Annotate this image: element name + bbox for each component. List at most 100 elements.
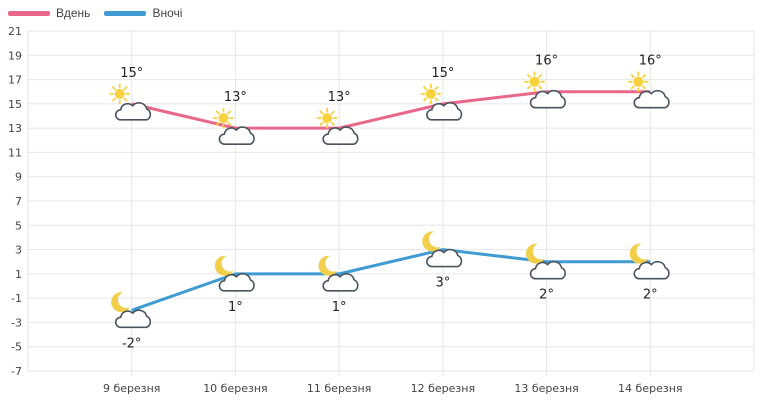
x-tick-label: 13 березня: [514, 382, 578, 395]
sun-disc: [529, 76, 540, 87]
cloud-icon: [114, 309, 152, 329]
legend-item-night[interactable]: Вночі: [104, 6, 182, 20]
sun-ray: [215, 121, 220, 126]
series-day: 15° 13° 13° 15° 16° 16°: [109, 54, 670, 145]
moon-icon: [318, 255, 338, 276]
data-point-day: 13°: [316, 90, 359, 145]
sun-ray: [423, 97, 428, 102]
legend-label-day: Вдень: [56, 6, 91, 20]
sun-icon: [524, 71, 545, 93]
y-tick-label: -1: [11, 292, 22, 305]
sun-ray: [538, 74, 543, 79]
y-tick-label: -7: [11, 365, 22, 378]
data-point-night: 2°: [525, 243, 566, 303]
y-tick-label: 13: [8, 122, 22, 135]
sun-icon: [316, 107, 338, 129]
cloud-icon: [322, 273, 359, 292]
moon-icon: [525, 243, 545, 264]
y-tick-label: 5: [15, 219, 22, 232]
y-tick-label: 17: [8, 74, 22, 87]
data-label-day: 15°: [431, 66, 454, 81]
data-label-night: 1°: [228, 300, 243, 315]
data-point-day: 13°: [213, 90, 255, 145]
data-point-night: 3°: [422, 231, 463, 291]
data-label-day: 13°: [328, 90, 351, 105]
sun-ray: [215, 110, 220, 115]
data-point-night: 1°: [214, 255, 255, 315]
cloud-icon: [529, 89, 566, 109]
cloud-icon: [426, 102, 463, 121]
y-tick-label: 3: [15, 244, 22, 257]
sun-disc: [633, 76, 644, 87]
legend-item-day[interactable]: Вдень: [8, 6, 90, 20]
cloud-icon: [218, 126, 255, 145]
series-line-night: [131, 248, 651, 312]
grid: 21 19 17 15 13 11 9 7 5 3 1 -1 -3 -5 -7 9 березня 10 бер…: [8, 25, 755, 395]
data-point-night: -2°: [111, 292, 152, 351]
data-point-day: 15°: [420, 66, 463, 121]
cloud-icon: [218, 273, 255, 292]
y-tick-label: 19: [8, 49, 22, 62]
sun-ray: [227, 110, 232, 115]
y-tick-label: -3: [11, 316, 22, 329]
sun-ray: [330, 121, 335, 126]
moon-icon: [214, 255, 234, 276]
y-tick-label: 7: [15, 195, 22, 208]
sun-disc: [425, 88, 436, 99]
x-tick-label: 11 березня: [307, 382, 371, 395]
data-label-day: 15°: [120, 66, 143, 81]
series-night: -2° 1° 1° 3° 2° 2°: [111, 231, 670, 351]
sun-ray: [526, 85, 531, 90]
sun-ray: [319, 110, 324, 115]
sun-ray: [227, 121, 232, 126]
sun-ray: [630, 85, 635, 90]
cloud-icon: [114, 102, 152, 121]
y-tick-label: 21: [8, 25, 22, 38]
sun-ray: [641, 74, 646, 79]
data-point-night: 1°: [318, 255, 359, 315]
cloud-icon: [529, 260, 566, 280]
sun-ray: [434, 86, 439, 91]
sun-ray: [319, 121, 324, 126]
sun-ray: [423, 86, 428, 91]
y-tick-label: 15: [8, 98, 22, 111]
cloud-icon: [633, 89, 670, 109]
data-label-night: 3°: [435, 276, 450, 291]
data-point-night: 2°: [629, 243, 670, 303]
legend-swatch-day: [8, 10, 50, 16]
sun-ray: [112, 97, 117, 102]
x-tick-label: 10 березня: [203, 382, 267, 395]
sun-disc: [322, 113, 333, 124]
series-line-day: [131, 90, 651, 130]
x-tick-label: 12 березня: [411, 382, 475, 395]
data-label-day: 16°: [535, 54, 558, 69]
legend: Вдень Вночі: [8, 6, 182, 20]
sun-icon: [109, 83, 131, 105]
data-label-night: 2°: [643, 288, 658, 303]
data-point-day: 15°: [109, 66, 152, 121]
sun-icon: [420, 83, 442, 105]
sun-icon: [213, 107, 234, 129]
sun-ray: [123, 86, 128, 91]
sun-disc: [114, 88, 125, 99]
x-tick-label: 14 березня: [618, 382, 682, 395]
sun-ray: [641, 85, 646, 90]
sun-ray: [330, 110, 335, 115]
cloud-icon: [426, 248, 463, 268]
moon-icon: [422, 231, 441, 252]
data-point-day: 16°: [524, 54, 566, 109]
moon-icon: [629, 243, 649, 264]
sun-ray: [526, 74, 531, 79]
data-label-night: -2°: [122, 336, 141, 351]
y-tick-label: 9: [15, 171, 22, 184]
legend-label-night: Вночі: [152, 6, 183, 20]
data-label-day: 16°: [639, 54, 662, 69]
x-tick-label: 9 березня: [103, 382, 160, 395]
cloud-icon: [633, 260, 670, 280]
data-label-day: 13°: [224, 90, 247, 105]
sun-ray: [538, 85, 543, 90]
cloud-icon: [322, 126, 359, 145]
data-point-day: 16°: [627, 54, 670, 109]
data-label-night: 2°: [539, 288, 554, 303]
